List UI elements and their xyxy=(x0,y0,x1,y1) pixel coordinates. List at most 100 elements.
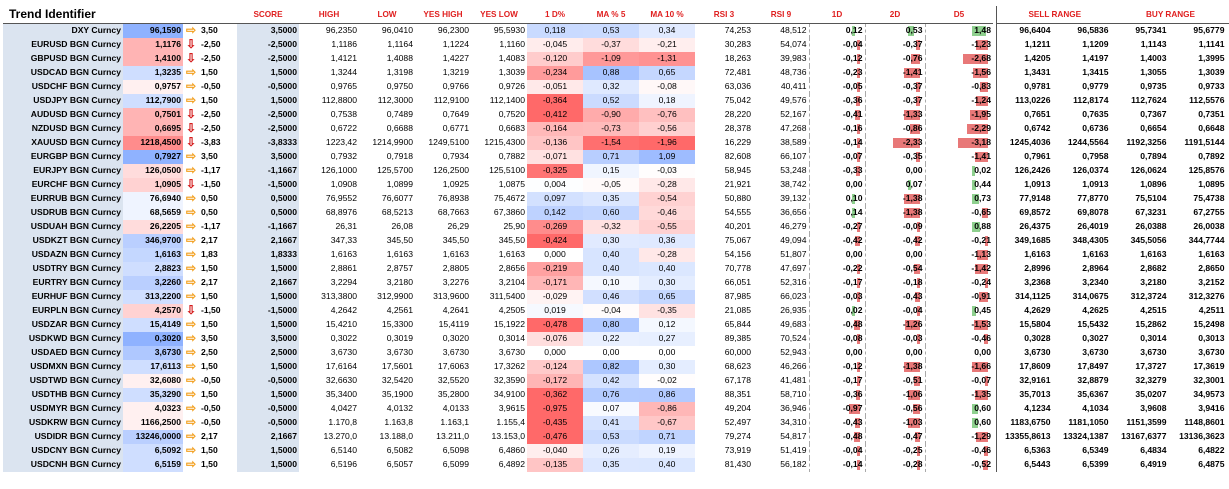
data-bar-d5: -1,35 xyxy=(924,387,993,402)
sell-range-high: 4,1234 xyxy=(1024,403,1051,413)
high-value: 347,33 xyxy=(330,235,357,245)
ma10-pct: 0,30 xyxy=(639,275,695,290)
price-value: 1166,2500 xyxy=(123,415,183,430)
buy-range-low: 75,4738 xyxy=(1193,193,1225,203)
yes-low-value: 34,9100 xyxy=(493,389,525,399)
positive-bar xyxy=(971,193,979,204)
sell-range-high: 349,1685 xyxy=(1014,235,1051,245)
high-value: 1,6163 xyxy=(330,249,357,259)
price-value: 6,5092 xyxy=(123,443,183,458)
data-bar-d1: -0,16 xyxy=(808,121,865,136)
buy-range-low: 2,8650 xyxy=(1198,263,1225,273)
bar-value: -0,04 xyxy=(902,305,923,315)
data-bar-d1: -0,17 xyxy=(808,275,865,290)
instrument-name: USDAED BGN Curncy xyxy=(3,345,123,360)
negative-bar xyxy=(985,235,988,246)
negative-bar xyxy=(856,137,860,148)
arrow-right-icon: ⇨ xyxy=(185,191,197,205)
negative-bar xyxy=(970,109,988,120)
ma5-pct: 0,80 xyxy=(583,317,639,332)
ma5-pct: 0,60 xyxy=(583,205,639,220)
bar-value: -0,28 xyxy=(902,459,923,469)
buy-range-high: 3,9608 xyxy=(1140,403,1167,413)
data-bar-d1: -0,03 xyxy=(808,289,865,304)
score-value: -0,5000 xyxy=(237,401,299,416)
bar-value: -0,91 xyxy=(971,291,991,301)
score-value: 2,1667 xyxy=(237,233,299,248)
buy-range-low: 112,5576 xyxy=(1189,95,1225,105)
positive-bar xyxy=(971,403,978,414)
data-bar-d1: 0,12 xyxy=(808,23,865,38)
data-bar-d2: -0,37 xyxy=(864,37,925,52)
data-bar-d5: -0,65 xyxy=(924,205,993,220)
ma5-pct: 0,35 xyxy=(583,457,639,472)
bar-value: 0,00 xyxy=(845,347,863,357)
one-day-pct: -0,234 xyxy=(527,65,583,80)
range-row: 3,6730 3,6730 3,6730 3,6730 xyxy=(997,346,1229,360)
buy-range-low: 1,0895 xyxy=(1198,179,1225,189)
high-value: 313,3800 xyxy=(321,291,357,301)
ma10-pct: -0,02 xyxy=(639,373,695,388)
negative-bar xyxy=(916,333,920,344)
range-row: 1,0913 1,0913 1,0896 1,0895 xyxy=(997,178,1229,192)
bar-value: -1,38 xyxy=(902,193,923,203)
instrument-name: XAUUSD BGN Curncy xyxy=(3,135,123,150)
low-value: 345,50 xyxy=(386,235,413,245)
ma10-pct: 0,34 xyxy=(639,23,695,38)
yes-low-value: 67,3860 xyxy=(493,207,525,217)
bar-value: -0,43 xyxy=(902,291,923,301)
buy-range-high: 0,9735 xyxy=(1140,81,1167,91)
price-value: 96,1590 xyxy=(123,23,183,38)
sell-range-low: 0,6736 xyxy=(1082,123,1109,133)
yes-low-value: 15,1922 xyxy=(493,319,525,329)
bar-value: -0,17 xyxy=(842,277,863,287)
yes-high-value: 0,7649 xyxy=(442,109,469,119)
table-row: USDAZN BGN Curncy 1,6163 ⇨ 1,83 1,8333 1,6163… xyxy=(3,247,993,262)
bar-value: -0,22 xyxy=(842,263,863,273)
bar-value: -2,68 xyxy=(971,53,991,63)
table-row: EURPLN BGN Curncy 4,2570 ⇩ -1,50 -1,5000 4,26… xyxy=(3,303,993,318)
ma10-pct: 0,71 xyxy=(639,429,695,444)
ma5-pct: 0,46 xyxy=(583,289,639,304)
header-d5: D5 xyxy=(953,10,965,19)
bar-value: -0,33 xyxy=(842,165,863,175)
sell-range-low: 2,8964 xyxy=(1082,263,1109,273)
data-bar-d2: -0,86 xyxy=(864,121,925,136)
ma5-pct: 0,15 xyxy=(583,163,639,178)
header-buy-range: BUY RANGE xyxy=(1146,10,1195,19)
ma10-pct: -0,55 xyxy=(639,219,695,234)
buy-range-high: 95,7341 xyxy=(1135,25,1167,36)
score-short: 0,50 xyxy=(201,193,218,203)
instrument-name: USDMXN BGN Curncy xyxy=(3,359,123,374)
range-row: 0,6742 0,6736 0,6654 0,6648 xyxy=(997,122,1229,136)
ma10-pct: -0,56 xyxy=(639,121,695,136)
range-row: 2,8996 2,8964 2,8682 2,8650 xyxy=(997,262,1229,276)
bar-value: -0,03 xyxy=(842,291,863,301)
bar-value: -0,03 xyxy=(902,333,923,343)
bar-value: 0,88 xyxy=(974,221,991,231)
instrument-name: USDCNH BGN Curncy xyxy=(3,457,123,472)
rsi3-value: 49,204 xyxy=(724,403,751,413)
rsi9-value: 56,182 xyxy=(780,459,807,469)
rsi3-value: 28,220 xyxy=(724,109,751,119)
negative-bar xyxy=(856,67,860,78)
header-rsi9: RSI 9 xyxy=(770,10,792,19)
low-value: 13.188,0 xyxy=(379,431,413,441)
data-bar-d1: 0,00 xyxy=(808,345,865,360)
one-day-pct: -0,045 xyxy=(527,37,583,52)
instrument-name: EURUSD BGN Curncy xyxy=(3,37,123,52)
table-row: USDKWD BGN Curncy 0,3020 ⇨ 3,50 3,5000 0,3022… xyxy=(3,331,993,346)
bar-value: -1,03 xyxy=(902,417,923,427)
high-value: 112,8800 xyxy=(321,95,357,105)
bar-value: -0,51 xyxy=(902,375,923,385)
ma5-pct: 0,42 xyxy=(583,373,639,388)
low-value: 1,1164 xyxy=(387,39,413,49)
table-row: USDTRY BGN Curncy 2,8823 ⇨ 1,50 1,5000 2,8861… xyxy=(3,261,993,276)
range-row: 349,1685 348,4305 345,5056 344,7744 xyxy=(997,234,1229,248)
table-row: EURRUB BGN Curncy 76,6940 ⇨ 0,50 0,5000 76,95… xyxy=(3,191,993,206)
bar-value: -0,37 xyxy=(902,95,923,105)
data-bar-d2: 0,53 xyxy=(864,23,925,38)
ma10-pct: -0,08 xyxy=(639,79,695,94)
negative-bar xyxy=(916,445,920,456)
bar-value: 0,73 xyxy=(974,193,991,203)
